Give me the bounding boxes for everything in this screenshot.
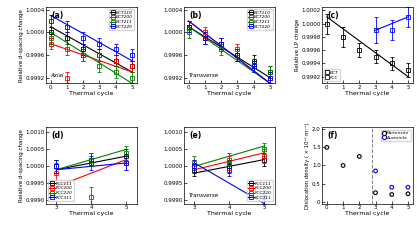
Legend: FCC111, FCC200, FCC220, FCC311: FCC111, FCC200, FCC220, FCC311 — [247, 180, 273, 201]
Text: Axial: Axial — [50, 193, 64, 198]
Point — [388, 185, 395, 189]
Point — [324, 146, 330, 149]
Text: (d): (d) — [51, 131, 64, 140]
Text: (f): (f) — [327, 131, 338, 140]
Text: Axial: Axial — [50, 73, 64, 78]
Text: (c): (c) — [327, 11, 339, 20]
Point — [372, 169, 379, 173]
Legend: BCT, FCC: BCT, FCC — [324, 69, 340, 81]
Text: Transverse: Transverse — [188, 193, 219, 198]
Text: Transverse: Transverse — [188, 73, 219, 78]
Text: (e): (e) — [189, 131, 202, 140]
Point — [372, 191, 379, 194]
Point — [404, 192, 411, 196]
Point — [340, 164, 347, 167]
Point — [356, 154, 363, 158]
Legend: BCT110, BCT200, BCT211, BCT220: BCT110, BCT200, BCT211, BCT220 — [247, 9, 273, 30]
Legend: BCT110, BCT200, BCT211, BCT220: BCT110, BCT200, BCT211, BCT220 — [109, 9, 134, 30]
X-axis label: Thermal cycle: Thermal cycle — [207, 91, 251, 96]
Y-axis label: Relative d-spacing change: Relative d-spacing change — [19, 9, 24, 82]
Y-axis label: Relative d-spacing change: Relative d-spacing change — [19, 129, 24, 202]
X-axis label: Thermal cycle: Thermal cycle — [345, 211, 389, 216]
Point — [388, 193, 395, 196]
X-axis label: Thermal cycle: Thermal cycle — [207, 211, 251, 216]
X-axis label: Thermal cycle: Thermal cycle — [345, 91, 389, 96]
Y-axis label: Relative LP change: Relative LP change — [295, 19, 300, 71]
Y-axis label: Dislocation density ( × 10¹⁵ m⁻²): Dislocation density ( × 10¹⁵ m⁻²) — [306, 122, 311, 209]
Text: (b): (b) — [189, 11, 202, 20]
Legend: Martensite, Austenite: Martensite, Austenite — [382, 130, 411, 141]
X-axis label: Thermal cycle: Thermal cycle — [69, 211, 113, 216]
X-axis label: Thermal cycle: Thermal cycle — [69, 91, 113, 96]
Text: (a): (a) — [51, 11, 63, 20]
Legend: FCC111, FCC200, FCC220, FCC311: FCC111, FCC200, FCC220, FCC311 — [48, 180, 74, 201]
Point — [404, 185, 411, 189]
